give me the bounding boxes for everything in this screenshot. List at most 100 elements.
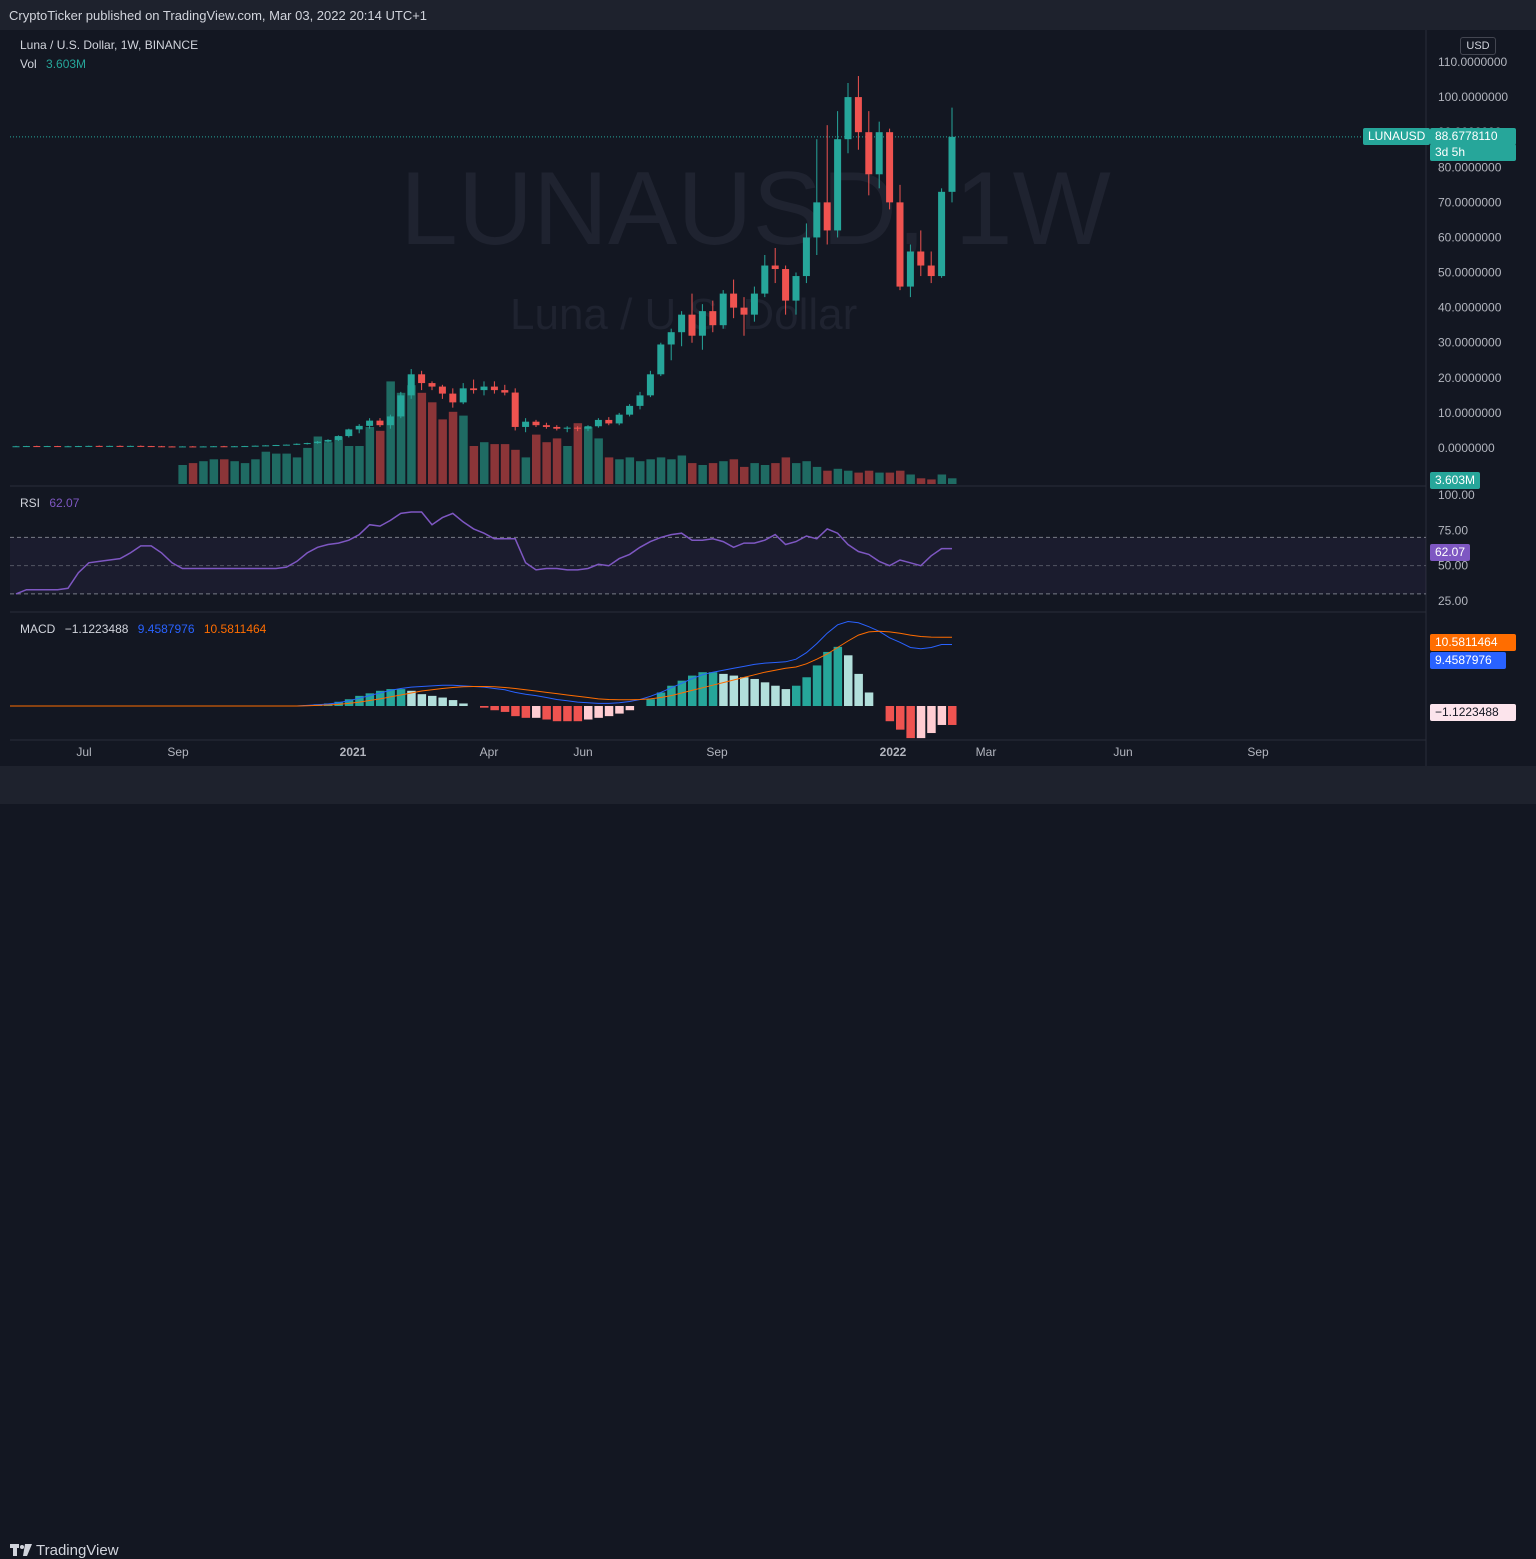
macd-histogram-bar (407, 690, 416, 706)
candle-body (366, 420, 374, 426)
volume-badge: 3.603M (1430, 472, 1481, 489)
time-tick-label: Sep (1247, 745, 1269, 759)
currency-button[interactable]: USD (1460, 37, 1496, 55)
chart-svg[interactable]: 110.0000000100.000000090.000000080.00000… (0, 0, 1536, 804)
countdown-badge: 3d 5h (1430, 144, 1516, 161)
volume-bar (927, 479, 936, 484)
volume-bar (500, 444, 510, 484)
time-tick-label: Apr (480, 745, 499, 759)
candle-body (709, 311, 717, 326)
macd-histogram-bar (792, 685, 801, 706)
candle-body (927, 265, 935, 277)
vol-label: Vol (20, 57, 37, 71)
candle-body (418, 374, 426, 384)
macd-histogram-bar (417, 694, 427, 706)
volume-bar (209, 459, 219, 484)
macd-histogram-bar (646, 699, 655, 706)
candle-body (158, 446, 166, 448)
volume-bar (594, 438, 603, 484)
macd-histogram-bar (812, 665, 822, 706)
candle-body (761, 265, 769, 294)
candle-body (938, 191, 946, 277)
volume-bar (480, 442, 489, 484)
candle-body (730, 293, 738, 308)
candle-body (106, 445, 114, 447)
candle-body (563, 427, 571, 429)
volume-bar (688, 463, 697, 484)
candle-body (667, 332, 675, 345)
macd-histogram-bar (760, 682, 770, 706)
symbol-legend: Luna / U.S. Dollar, 1W, BINANCE (20, 38, 204, 52)
macd-line-value: 9.4587976 (137, 622, 195, 636)
candle-body (355, 425, 363, 430)
volume-bar (459, 415, 468, 484)
candle-body (948, 136, 956, 192)
tradingview-brand[interactable]: TradingView (36, 1542, 119, 1559)
volume-bar (916, 478, 926, 484)
time-tick-label: Jul (76, 745, 91, 759)
tradingview-logo-icon[interactable] (10, 1544, 32, 1558)
candle-body (241, 446, 249, 448)
macd-histogram-bar (896, 706, 905, 730)
volume-bar (438, 419, 447, 484)
candle-body (210, 446, 218, 448)
candle-body (574, 427, 582, 429)
volume-bar (396, 392, 406, 484)
candle-body (314, 441, 322, 444)
time-tick-label: Jun (1113, 745, 1132, 759)
volume-bar (708, 463, 718, 484)
chart-area[interactable] (10, 30, 1426, 766)
candle-body (865, 132, 873, 175)
candle-body (657, 344, 665, 375)
candle-body (33, 446, 41, 448)
macd-histogram-bar (740, 677, 749, 706)
candle-body (834, 139, 842, 231)
macd-histogram-bar (500, 706, 510, 712)
time-tick-label: Jun (573, 745, 592, 759)
candle-body (636, 395, 644, 406)
volume-bar (334, 436, 343, 484)
macd-histogram-bar (511, 706, 520, 717)
volume-bar (896, 470, 905, 484)
volume-bar (833, 468, 843, 484)
candle-body (251, 445, 259, 447)
price-tick-label: 110.0000000 (1438, 55, 1508, 69)
candle-body (542, 425, 550, 427)
volume-bar (251, 459, 260, 484)
candle-body (802, 237, 810, 277)
candle-body (74, 446, 82, 448)
candle-body (875, 132, 883, 175)
rsi-line (15, 511, 952, 595)
macd-histogram-bar (823, 651, 832, 706)
candle-body (386, 416, 394, 426)
macd-histogram-bar (771, 685, 780, 706)
macd-histogram-bar (573, 706, 583, 722)
volume-bar (604, 457, 614, 484)
macd-histogram-bar (729, 675, 739, 706)
volume-bar (844, 470, 853, 484)
candle-body (137, 445, 145, 447)
footer-bar: TradingView (0, 766, 1536, 1559)
volume-bar (303, 447, 312, 484)
histogram-badge: −1.1223488 (1430, 704, 1516, 721)
price-tick-label: 100.0000000 (1438, 90, 1508, 104)
macd-histogram-bar (781, 689, 791, 706)
candle-body (584, 426, 592, 429)
volume-bar (407, 385, 416, 484)
rsi-tick-label: 75.00 (1438, 523, 1468, 537)
candle-body (553, 426, 561, 429)
candle-body (85, 445, 93, 447)
macd-histogram-bar (490, 706, 499, 711)
macd-histogram-bar (542, 706, 551, 720)
price-symbol-badge: LUNAUSD (1363, 128, 1431, 145)
volume-bar (428, 402, 437, 484)
candle-body (168, 446, 176, 448)
volume-bar (552, 438, 562, 484)
vol-value: 3.603M (46, 57, 87, 71)
rsi-tick-label: 100.00 (1438, 488, 1475, 502)
volume-bar (573, 423, 583, 484)
macd-legend: MACD −1.1223488 9.4587976 10.5811464 (20, 622, 272, 636)
volume-bar (220, 459, 229, 484)
signal-line (16, 630, 952, 707)
candle-body (12, 446, 20, 448)
